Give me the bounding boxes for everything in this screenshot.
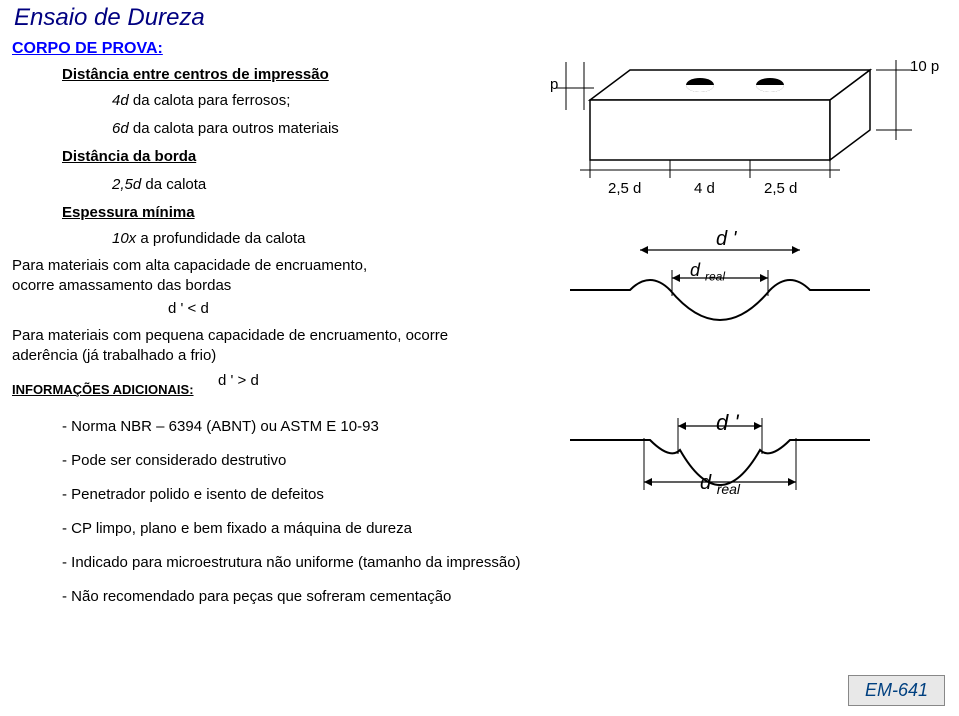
bullet-4: - CP limpo, plano e bem fixado a máquina… (62, 520, 412, 537)
heading-dist-borda: Distância da borda (62, 148, 196, 165)
txt-25d: da calota (141, 176, 206, 193)
label-25d-a: 2,5 d (608, 180, 641, 197)
val-10x: 10x (112, 230, 136, 247)
diagram-block (540, 60, 940, 200)
label-4d: 4 d (694, 180, 715, 197)
val-4d: 4d (112, 92, 129, 109)
label-d-prime-2: d ' (716, 410, 739, 436)
bullet-5: - Indicado para microestrutura não unifo… (62, 554, 521, 571)
expr-d-lt: d ' < d (168, 300, 209, 317)
line-10x: 10x a profundidade da calota (112, 230, 306, 247)
badge-em641: EM-641 (848, 675, 945, 706)
bullet-6: - Não recomendado para peças que sofrera… (62, 588, 451, 605)
txt-6d: da calota para outros materiais (129, 120, 339, 137)
label-d-prime-1: d ' (716, 228, 737, 251)
line-25d: 2,5d da calota (112, 176, 206, 193)
section-heading: CORPO DE PROVA: (12, 40, 163, 58)
bullet-2: - Pode ser considerado destrutivo (62, 452, 286, 469)
txt-4d: da calota para ferrosos; (129, 92, 291, 109)
label-d-real-2: d real (700, 472, 740, 497)
line-4d: 4d da calota para ferrosos; (112, 92, 290, 109)
para-amassamento: Para materiais com alta capacidade de en… (12, 256, 392, 295)
label-25d-b: 2,5 d (764, 180, 797, 197)
line-6d: 6d da calota para outros materiais (112, 120, 339, 137)
heading-espessura: Espessura mínima (62, 204, 195, 221)
heading-info: INFORMAÇÕES ADICIONAIS: (12, 382, 194, 397)
page-title: Ensaio de Dureza (14, 4, 205, 32)
bullet-1: - Norma NBR – 6394 (ABNT) ou ASTM E 10-9… (62, 418, 379, 435)
val-6d: 6d (112, 120, 129, 137)
label-10p: 10 p (910, 58, 939, 75)
heading-dist-centros: Distância entre centros de impressão (62, 66, 329, 83)
bullet-3: - Penetrador polido e isento de defeitos (62, 486, 324, 503)
txt-10x: a profundidade da calota (136, 230, 305, 247)
label-p: p (550, 76, 558, 93)
para-aderencia: Para materiais com pequena capacidade de… (12, 326, 452, 365)
label-d-real-1: d real (690, 260, 725, 284)
expr-d-gt: d ' > d (218, 372, 259, 389)
val-25d: 2,5d (112, 176, 141, 193)
